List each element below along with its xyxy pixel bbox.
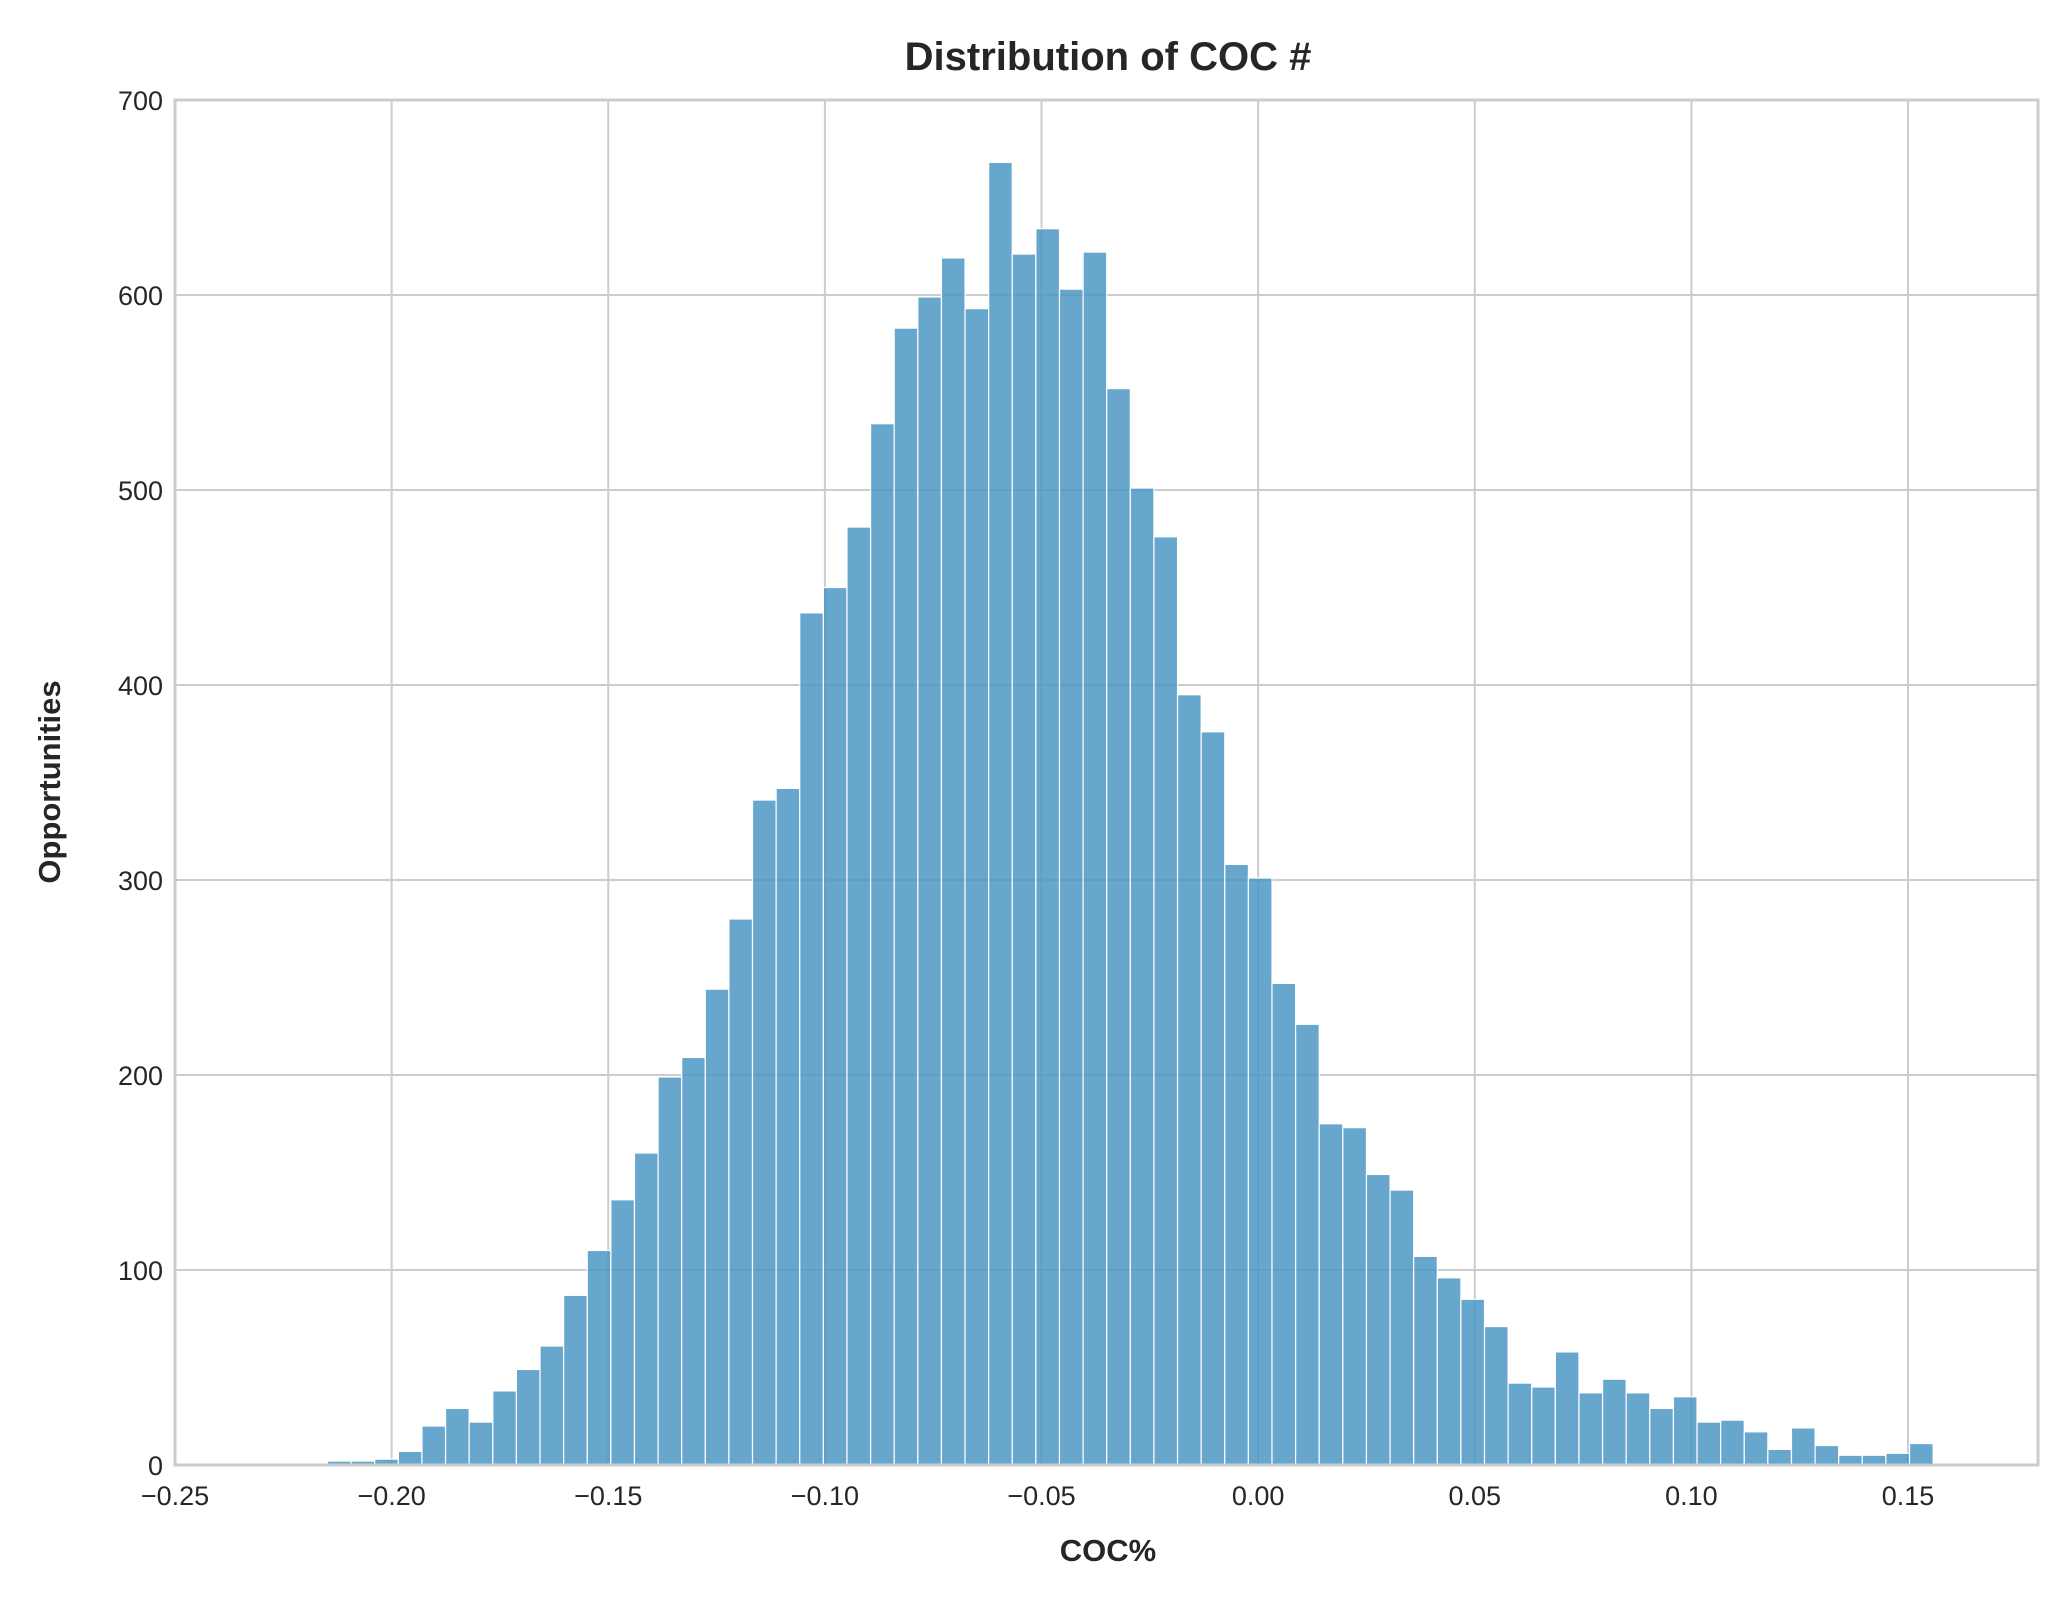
histogram-bar (1058, 288, 1084, 1466)
histogram-bar (586, 1249, 612, 1466)
histogram-bar (1578, 1392, 1604, 1466)
histogram-bar (1649, 1407, 1675, 1466)
histogram-bar (397, 1450, 423, 1466)
x-tick-label: −0.15 (574, 1481, 642, 1511)
histogram-bars (256, 161, 1934, 1466)
x-tick-label: 0.05 (1448, 1481, 1501, 1511)
histogram-bar (940, 257, 966, 1466)
histogram-bar (1696, 1421, 1722, 1466)
histogram-bar (515, 1368, 541, 1466)
histogram-bar (657, 1076, 683, 1466)
histogram-bar (1885, 1452, 1911, 1466)
y-tick-label: 600 (118, 281, 163, 311)
histogram-bar (1507, 1382, 1533, 1466)
y-tick-label: 200 (118, 1061, 163, 1091)
histogram-bar (1247, 877, 1273, 1466)
x-tick-label: −0.25 (141, 1481, 209, 1511)
x-axis-ticks: −0.25 −0.20 −0.15 −0.10 −0.05 0.00 0.05 0.10 0.1… (141, 1481, 1934, 1511)
histogram-bar (1460, 1298, 1486, 1466)
histogram-bar (1295, 1023, 1320, 1466)
y-tick-label: 700 (118, 86, 163, 116)
y-axis-label: Opportunities (32, 680, 67, 883)
histogram-bar (1483, 1325, 1509, 1466)
x-tick-label: 0.10 (1665, 1481, 1718, 1511)
y-tick-label: 100 (118, 1256, 163, 1286)
x-axis-label: COC% (1060, 1533, 1156, 1568)
plot-frame (173, 98, 2040, 1467)
histogram-bar (988, 161, 1013, 1466)
y-tick-label: 400 (118, 671, 163, 701)
histogram-bar (1672, 1396, 1698, 1466)
y-tick-label: 0 (148, 1451, 163, 1481)
histogram-bar (728, 918, 754, 1466)
histogram-bar (1082, 251, 1108, 1466)
histogram-bar (492, 1390, 518, 1466)
histogram-bar (1318, 1123, 1344, 1466)
x-tick-label: −0.10 (791, 1481, 859, 1511)
y-tick-label: 500 (118, 476, 163, 506)
x-tick-label: −0.20 (357, 1481, 425, 1511)
histogram-bar (1554, 1351, 1580, 1466)
histogram-bar (751, 799, 777, 1466)
histogram-bar (468, 1421, 494, 1466)
histogram-bar (1743, 1431, 1769, 1466)
histogram-bar (1413, 1255, 1438, 1466)
histogram-bar (964, 308, 990, 1466)
histogram-bar (1153, 536, 1179, 1466)
histogram-bar (1436, 1277, 1462, 1466)
histogram-bar (610, 1199, 636, 1466)
histogram-bar (1176, 694, 1202, 1466)
histogram-bar (1389, 1189, 1415, 1466)
histogram-bar (704, 988, 730, 1466)
histogram-bar (681, 1056, 706, 1466)
histogram-bar (1908, 1442, 1934, 1466)
histogram-bar (1720, 1419, 1745, 1466)
histogram-bar (633, 1152, 659, 1466)
x-tick-label: 0.15 (1882, 1481, 1935, 1511)
y-axis-ticks: 0 100 200 300 400 500 600 700 (118, 86, 163, 1481)
histogram-bar (869, 423, 895, 1466)
histogram-bar (1531, 1386, 1556, 1466)
histogram-bar (1790, 1427, 1816, 1466)
histogram-bar (563, 1294, 588, 1466)
histogram-bar (1106, 388, 1131, 1466)
histogram-bar (1035, 228, 1061, 1466)
x-tick-label: −0.05 (1007, 1481, 1075, 1511)
histogram-bar (1767, 1448, 1793, 1466)
histogram-bar (846, 526, 872, 1466)
histogram-bar (1271, 982, 1297, 1466)
histogram-bar (1365, 1173, 1391, 1466)
histogram-bar (799, 612, 824, 1466)
histogram-bar (893, 327, 919, 1466)
y-tick-label: 300 (118, 866, 163, 896)
histogram-bar (1625, 1392, 1651, 1466)
histogram-bar (1200, 731, 1226, 1466)
histogram-bar (539, 1345, 565, 1466)
histogram-bar (1601, 1378, 1627, 1466)
x-tick-label: 0.00 (1232, 1481, 1285, 1511)
histogram-bar (421, 1425, 447, 1466)
histogram-bar (917, 296, 943, 1466)
histogram-bar (1129, 487, 1155, 1466)
chart-title: Distribution of COC # (905, 35, 1312, 79)
histogram-bar (444, 1407, 470, 1466)
histogram-bar (822, 586, 848, 1466)
histogram-bar (775, 787, 801, 1466)
histogram-bar (1224, 863, 1249, 1466)
histogram-bar (1814, 1444, 1840, 1466)
histogram-bar (1342, 1127, 1368, 1466)
histogram-bar (1011, 253, 1037, 1466)
